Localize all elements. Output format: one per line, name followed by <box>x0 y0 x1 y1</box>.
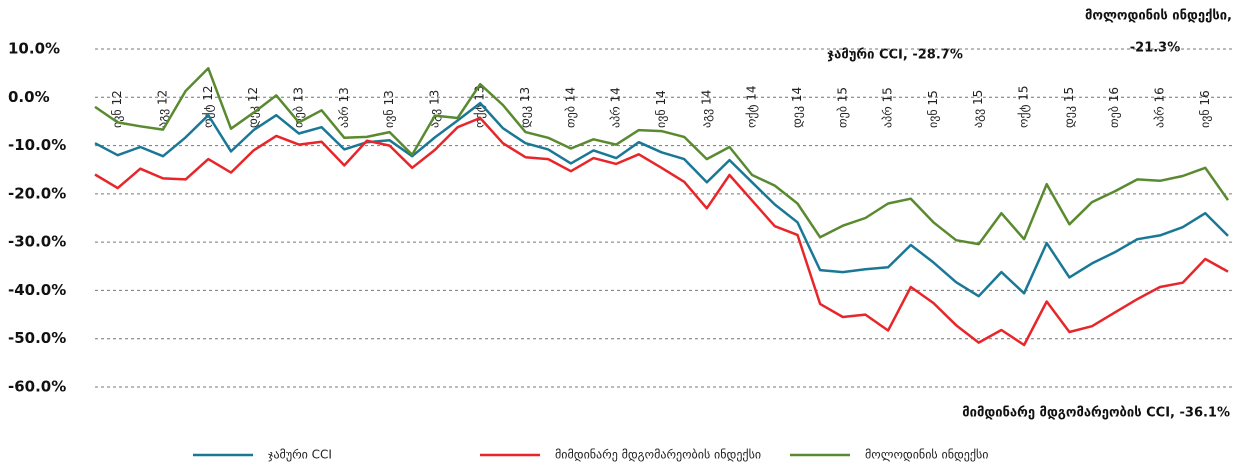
series-line <box>94 116 1229 347</box>
x-tick-label: ოქტ 15 <box>1017 85 1031 128</box>
legend-label: მიმდინარე მდგომარეობის ინდექსი <box>555 448 761 462</box>
series-line <box>94 101 1229 298</box>
x-tick-label: ოქტ 13 <box>473 85 487 128</box>
y-tick-label: -40.0% <box>8 281 66 299</box>
x-tick-label: აპრ 14 <box>609 87 623 128</box>
x-tick-label: აპრ 16 <box>1153 87 1167 128</box>
annotation: -21.3% <box>1130 41 1181 56</box>
x-tick-label: აგვ 15 <box>971 90 985 128</box>
x-tick-label: აგვ 13 <box>427 90 441 128</box>
x-tick-label: აგვ 14 <box>699 90 713 128</box>
legend-label: მოლოდინის ინდექსი <box>865 448 989 462</box>
x-tick-label: ოქტ 14 <box>745 85 759 128</box>
x-tick-label: თებ 15 <box>835 87 849 128</box>
y-tick-label: -30.0% <box>8 233 66 251</box>
x-tick-label: დეკ 13 <box>518 87 532 128</box>
x-tick-label: დეკ 14 <box>790 87 804 128</box>
y-tick-label: -50.0% <box>8 329 66 347</box>
y-tick-label: 10.0% <box>8 40 60 58</box>
y-tick-label: -10.0% <box>8 136 66 154</box>
y-tick-label: -20.0% <box>8 184 66 202</box>
annotation: ჯამური CCI, -28.7% <box>827 48 963 63</box>
x-tick-label: აგვ 12 <box>155 90 169 128</box>
x-tick-label: აპრ 15 <box>881 87 895 128</box>
y-tick-label: 0.0% <box>8 88 50 106</box>
series-line <box>94 67 1230 246</box>
x-tick-label: აპრ 13 <box>337 87 351 128</box>
legend-label: ჯამური CCI <box>268 448 332 462</box>
y-tick-label: -60.0% <box>8 378 66 396</box>
x-tick-label: ივნ 16 <box>1198 90 1212 128</box>
x-tick-label: ივნ 14 <box>654 90 668 128</box>
annotation: მიმდინარე მდგომარეობის CCI, -36.1% <box>962 406 1230 421</box>
x-tick-label: ივნ 13 <box>382 90 396 128</box>
x-tick-label: დეკ 15 <box>1062 87 1076 128</box>
x-tick-label: დეკ 12 <box>246 87 260 128</box>
x-tick-label: თებ 16 <box>1107 87 1121 128</box>
annotation: მოლოდინის ინდექსი, <box>1085 9 1232 24</box>
x-tick-label: ივნ 15 <box>926 90 940 128</box>
x-tick-label: თებ 14 <box>563 87 577 128</box>
